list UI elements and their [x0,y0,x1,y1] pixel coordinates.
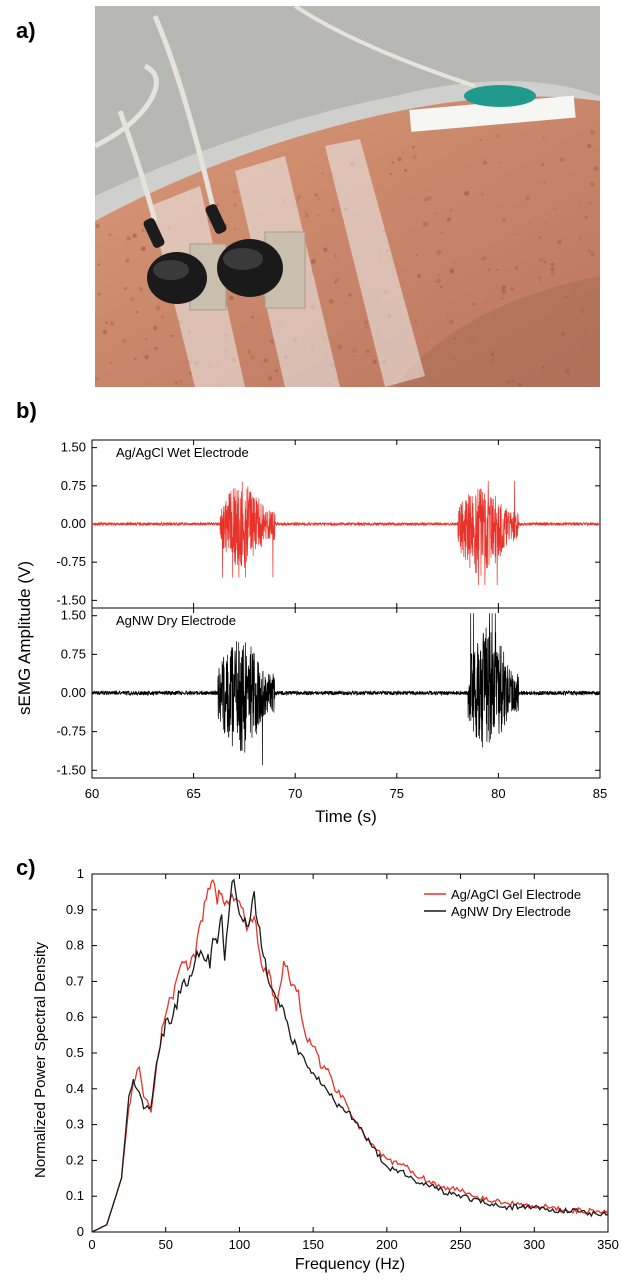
x-tick-label: 80 [491,786,505,801]
emg-trace [91,613,601,766]
plot-frame [91,873,609,1233]
y-tick-label: 0.75 [61,646,86,661]
y-tick-label: 0.8 [66,938,84,953]
y-tick-label: 0.5 [66,1045,84,1060]
reference-electrode-snap [464,85,536,107]
lead-wire [95,63,159,149]
series-label: Ag/AgCl Wet Electrode [116,445,249,460]
x-tick-label: 350 [597,1237,619,1252]
y-tick-label: -0.75 [56,554,86,569]
semg-agnw-plot: 1.50 0.75 0.00 -0.75 -1.50 AgNW Dry Electrode… [56,607,607,826]
reference-pad [409,95,576,132]
x-tick-label: 200 [376,1237,398,1252]
x-tick-label: 85 [593,786,607,801]
y-tick-label: 0.00 [61,516,86,531]
forearm-with-electrodes-photo [95,6,600,387]
psd-chart: Normalized Power Spectral Density Freque… [32,866,619,1273]
psd-y-axis-title: Normalized Power Spectral Density [32,942,49,1178]
semg-chart: sEMG Amplitude (V) 1.50 0.75 0.00 -0.75 -1.5… [15,439,607,826]
y-tick-label: 0.3 [66,1117,84,1132]
semg-y-axis-title: sEMG Amplitude (V) [15,561,34,715]
y-tick-label: 0 [77,1224,84,1239]
x-tick-label: 60 [85,786,99,801]
panel-b-label: b) [16,398,37,423]
legend-label: Ag/AgCl Gel Electrode [451,887,581,902]
y-tick-label: 0.75 [61,478,86,493]
semg-x-axis-title: Time (s) [315,807,377,826]
series-label: AgNW Dry Electrode [116,613,236,628]
y-tick-label: 1.50 [61,608,86,623]
psd-series-line [91,878,609,1233]
y-tick-label: 0.00 [61,685,86,700]
lead-wire [293,6,476,88]
y-tick-label: -1.50 [56,592,86,607]
y-tick-label: 0.4 [66,1081,84,1096]
y-tick-label: 0.9 [66,902,84,917]
psd-series-line [91,878,609,1233]
semg-ag-agcl-plot: 1.50 0.75 0.00 -0.75 -1.50 Ag/AgCl Wet Electr… [56,439,601,609]
lead-wire [117,110,158,222]
panel-c-label: c) [16,855,36,880]
psd-x-axis-title: Frequency (Hz) [295,1256,405,1273]
skin-shadow [395,276,600,387]
y-tick-label: 0.2 [66,1152,84,1167]
x-tick-label: 75 [390,786,404,801]
x-tick-label: 300 [523,1237,545,1252]
y-tick-label: 1 [77,866,84,881]
electrode-snap-connector [205,204,283,297]
x-tick-label: 250 [450,1237,472,1252]
y-tick-label: 1.50 [61,440,86,455]
y-tick-label: 0.6 [66,1009,84,1024]
x-tick-label: 50 [158,1237,172,1252]
psd-plot: 0 0.1 0.2 0.3 0.4 0.5 0.6 0.7 0.8 0.9 1 0 50 100 150 20… [66,866,619,1252]
x-tick-label: 0 [88,1237,95,1252]
emg-trace [91,480,601,586]
x-tick-label: 70 [288,786,302,801]
panel-a-label: a) [16,18,36,43]
fabric-background [95,6,600,196]
y-tick-label: 0.7 [66,973,84,988]
y-tick-label: 0.1 [66,1188,84,1203]
legend-label: AgNW Dry Electrode [451,904,571,919]
x-tick-label: 150 [302,1237,324,1252]
x-tick-label: 65 [186,786,200,801]
electrode-snap-connector [143,218,207,304]
lead-wire [152,15,218,217]
x-tick-label: 100 [229,1237,251,1252]
y-tick-label: -1.50 [56,762,86,777]
y-tick-label: -0.75 [56,724,86,739]
